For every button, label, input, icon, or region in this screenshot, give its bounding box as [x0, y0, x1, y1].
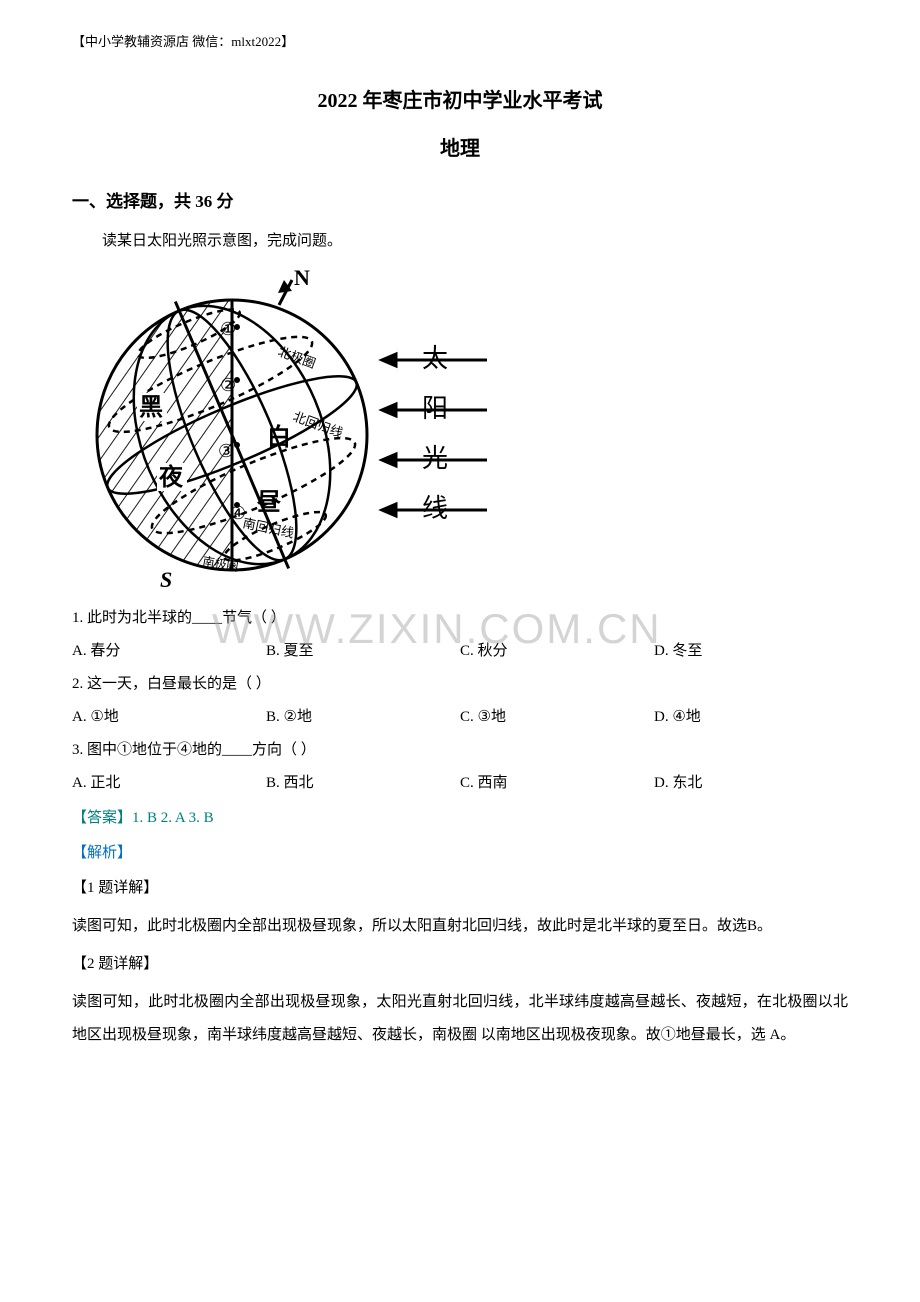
q2-opt-c: C. ③地 [460, 704, 654, 731]
svg-text:夜: 夜 [158, 463, 184, 491]
exp1-label: 【1 题详解】 [72, 875, 848, 902]
q1-stem: 1. 此时为北半球的____节气（ ） [72, 605, 848, 632]
svg-text:北回归线: 北回归线 [291, 409, 345, 441]
svg-text:②: ② [220, 375, 236, 395]
svg-text:阳: 阳 [422, 394, 448, 423]
q1-options: A. 春分 B. 夏至 C. 秋分 D. 冬至 [72, 638, 848, 665]
q3-opt-c: C. 西南 [460, 770, 654, 797]
svg-text:④: ④ [230, 503, 246, 523]
analysis-label: 【解析】 [72, 840, 848, 867]
svg-text:南极圈: 南极圈 [201, 553, 239, 574]
question-intro: 读某日太阳光照示意图，完成问题。 [72, 228, 848, 255]
exam-title: 2022 年枣庄市初中学业水平考试 [72, 83, 848, 119]
q1-opt-c: C. 秋分 [460, 638, 654, 665]
exp1-body: 读图可知，此时北极圈内全部出现极昼现象，所以太阳直射北回归线，故此时是北半球的夏… [72, 910, 848, 943]
q3-stem: 3. 图中①地位于④地的____方向（ ） [72, 737, 848, 764]
q1-opt-a: A. 春分 [72, 638, 266, 665]
svg-text:太: 太 [422, 344, 448, 373]
sun-illumination-diagram: N S 黑 夜 白 昼 北极圈 北回归线 南回归线 南极圈 ① ② ③ ④ 太 … [82, 265, 502, 595]
answers: 【答案】1. B 2. A 3. B [72, 805, 848, 832]
q2-opt-b: B. ②地 [266, 704, 460, 731]
exp2-body: 读图可知，此时北极圈内全部出现极昼现象，太阳光直射北回归线，北半球纬度越高昼越长… [72, 986, 848, 1052]
q1-opt-d: D. 冬至 [654, 638, 848, 665]
svg-text:白: 白 [267, 423, 291, 451]
q3-opt-d: D. 东北 [654, 770, 848, 797]
south-label: S [160, 567, 172, 592]
svg-text:光: 光 [422, 444, 448, 473]
svg-text:昼: 昼 [257, 489, 281, 516]
q1-opt-b: B. 夏至 [266, 638, 460, 665]
exam-subject: 地理 [72, 131, 848, 167]
q3-options: A. 正北 B. 西北 C. 西南 D. 东北 [72, 770, 848, 797]
header-note: 【中小学教辅资源店 微信：mlxt2022】 [72, 30, 848, 53]
q2-opt-d: D. ④地 [654, 704, 848, 731]
q2-stem: 2. 这一天，白昼最长的是（ ） [72, 671, 848, 698]
q3-opt-b: B. 西北 [266, 770, 460, 797]
svg-text:③: ③ [218, 441, 234, 461]
q3-opt-a: A. 正北 [72, 770, 266, 797]
svg-text:黑: 黑 [139, 395, 163, 421]
svg-text:①: ① [220, 319, 236, 339]
q2-opt-a: A. ①地 [72, 704, 266, 731]
section-heading: 一、选择题，共 36 分 [72, 187, 848, 218]
svg-text:线: 线 [422, 494, 448, 523]
north-label: N [294, 265, 310, 290]
exp2-label: 【2 题详解】 [72, 951, 848, 978]
q2-options: A. ①地 B. ②地 C. ③地 D. ④地 [72, 704, 848, 731]
